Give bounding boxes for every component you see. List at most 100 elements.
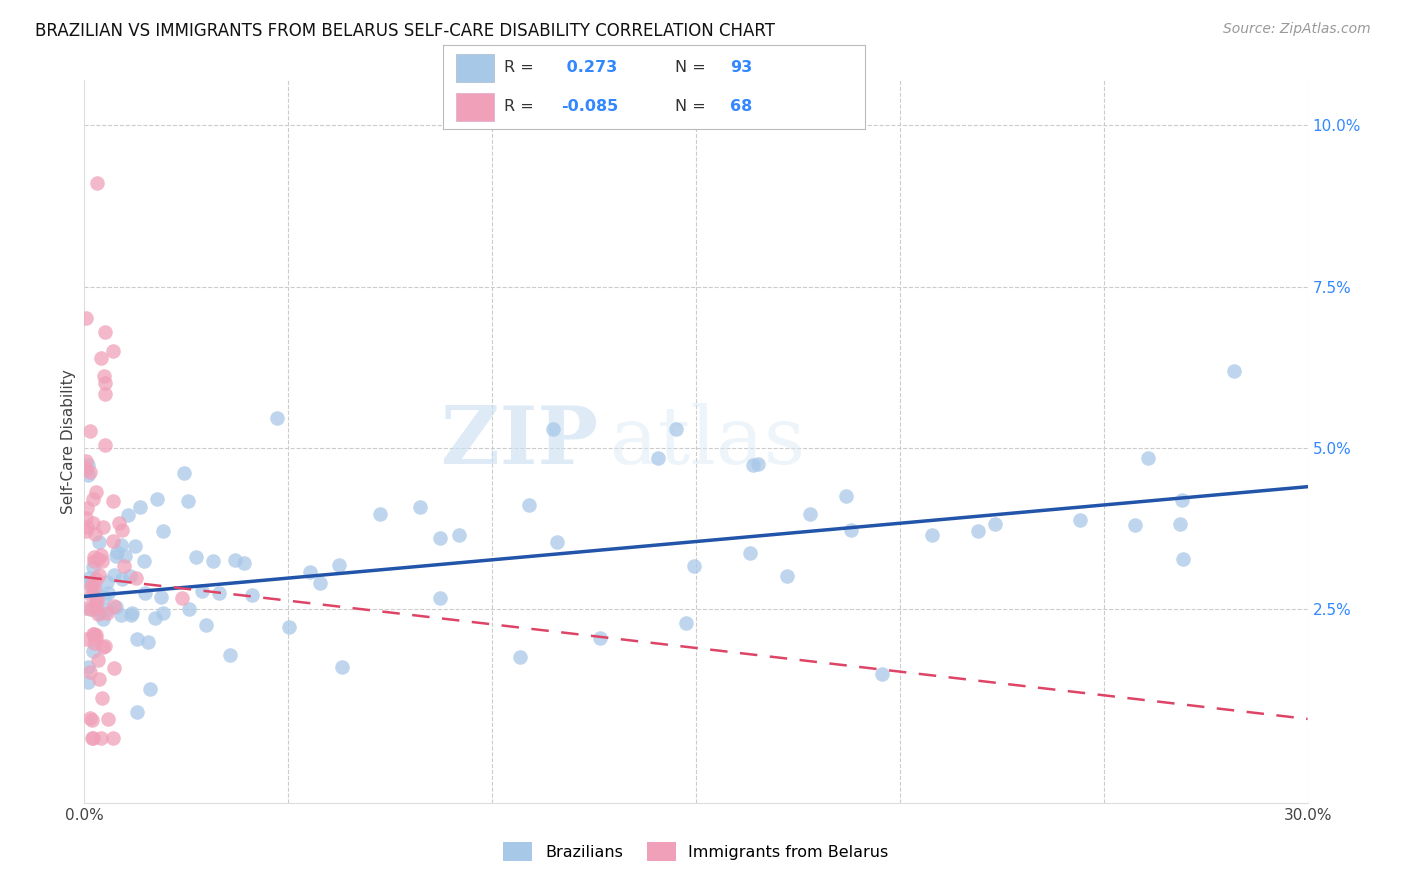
Point [83, 581, 105, 595]
Point [86, 593, 108, 607]
Point [870, 667, 893, 681]
Point [740, 546, 762, 560]
Point [82, 516, 104, 531]
Point [1123, 518, 1146, 533]
Point [120, 569, 142, 583]
Point [1137, 451, 1160, 466]
Point [543, 422, 565, 436]
Point [328, 558, 350, 572]
Text: N =: N = [675, 61, 711, 76]
Point [330, 660, 353, 674]
Text: 0.273: 0.273 [561, 61, 617, 76]
Point [89, 568, 111, 582]
Point [747, 457, 769, 471]
Point [224, 553, 246, 567]
Point [121, 606, 143, 620]
Point [76, 519, 98, 533]
Text: 68: 68 [730, 98, 752, 113]
Point [79, 602, 101, 616]
Point [82, 560, 104, 574]
Point [83, 549, 105, 564]
Point [83, 636, 105, 650]
Point [83, 554, 105, 568]
Point [86, 628, 108, 642]
Point [143, 611, 166, 625]
Point [134, 554, 156, 568]
Point [77, 571, 100, 585]
Point [278, 619, 301, 633]
Point [82, 731, 104, 746]
Point [77, 467, 100, 482]
Point [665, 422, 688, 436]
Text: -0.085: -0.085 [561, 98, 619, 113]
Point [152, 524, 174, 538]
Point [184, 549, 207, 564]
Point [1171, 492, 1194, 507]
Y-axis label: Self-Care Disability: Self-Care Disability [60, 369, 76, 514]
Point [835, 489, 858, 503]
Point [1069, 513, 1091, 527]
Text: BRAZILIAN VS IMMIGRANTS FROM BELARUS SELF-CARE DISABILITY CORRELATION CHART: BRAZILIAN VS IMMIGRANTS FROM BELARUS SEL… [35, 22, 775, 40]
Point [103, 568, 125, 582]
Point [517, 498, 540, 512]
Point [309, 576, 332, 591]
FancyBboxPatch shape [456, 93, 494, 120]
Point [117, 508, 139, 523]
Point [86, 652, 108, 666]
Point [91, 690, 114, 705]
Point [125, 571, 148, 585]
Point [84, 597, 107, 611]
Point [75, 454, 97, 468]
Point [447, 528, 470, 542]
Point [105, 599, 128, 614]
Point [94, 438, 117, 452]
Point [77, 660, 100, 674]
Point [101, 731, 124, 746]
Point [79, 424, 101, 438]
Point [299, 565, 322, 579]
Point [96, 574, 118, 589]
Point [82, 626, 104, 640]
Point [742, 458, 765, 472]
Point [509, 649, 531, 664]
Point [219, 648, 242, 663]
Point [91, 520, 114, 534]
Point [194, 618, 217, 632]
Text: 93: 93 [730, 61, 752, 76]
Point [87, 672, 110, 686]
Point [82, 491, 104, 506]
Point [96, 606, 118, 620]
Point [191, 584, 214, 599]
Point [90, 731, 112, 746]
Point [93, 386, 115, 401]
Point [87, 535, 110, 549]
Point [368, 508, 391, 522]
Point [150, 590, 173, 604]
Point [110, 572, 132, 586]
Point [76, 500, 98, 515]
Point [79, 576, 101, 591]
Point [967, 524, 990, 539]
Point [96, 603, 118, 617]
Point [93, 369, 115, 384]
Point [86, 583, 108, 598]
Point [984, 516, 1007, 531]
Legend: Brazilians, Immigrants from Belarus: Brazilians, Immigrants from Belarus [496, 836, 896, 867]
Point [173, 466, 195, 480]
Text: N =: N = [675, 98, 711, 113]
Point [75, 601, 97, 615]
Point [90, 554, 112, 568]
FancyBboxPatch shape [456, 54, 494, 82]
Text: R =: R = [503, 98, 538, 113]
Point [409, 500, 432, 514]
Point [103, 661, 125, 675]
Point [90, 351, 112, 365]
Point [82, 644, 104, 658]
Point [124, 539, 146, 553]
Point [79, 466, 101, 480]
Point [208, 586, 231, 600]
Point [110, 607, 132, 622]
Point [93, 325, 115, 339]
Point [75, 462, 97, 476]
Point [77, 674, 100, 689]
